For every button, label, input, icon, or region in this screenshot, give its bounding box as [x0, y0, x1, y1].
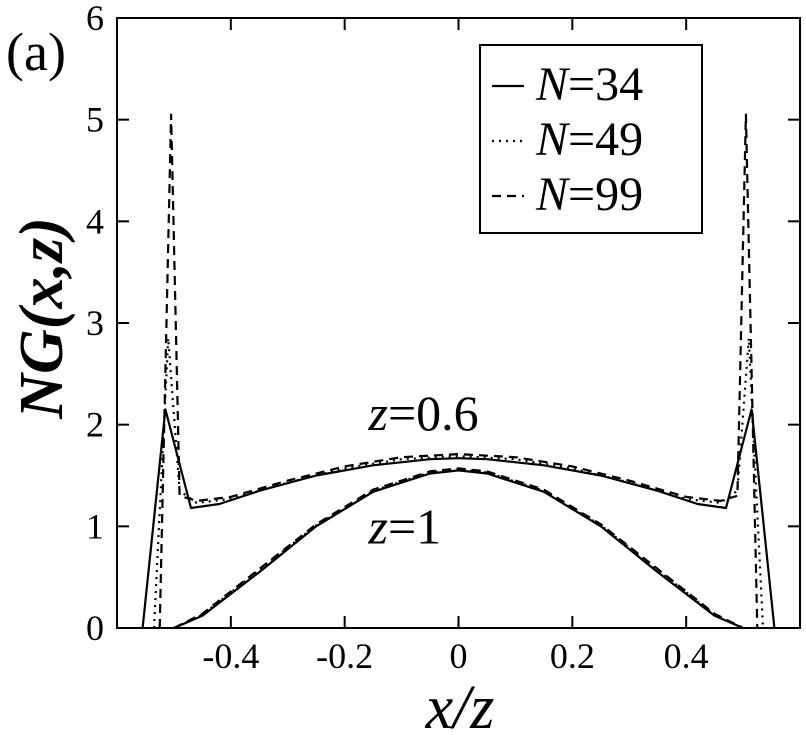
series-line: [173, 469, 744, 630]
legend-label: N=49: [535, 113, 643, 166]
y-tick-label: 1: [86, 506, 104, 546]
legend-label: N=34: [535, 58, 643, 111]
x-tick-label: -0.2: [316, 636, 373, 676]
series-line: [173, 468, 744, 629]
series-group: [141, 113, 776, 630]
x-tick-label: -0.4: [202, 636, 259, 676]
x-axis-title: x/z: [425, 674, 495, 735]
x-tick-label: 0.2: [550, 636, 595, 676]
series-line: [173, 467, 744, 629]
y-tick-label: 4: [86, 201, 104, 241]
curve-annotation: z=0.6: [368, 385, 479, 441]
x-tick-label: 0: [450, 636, 468, 676]
series-line: [141, 408, 776, 629]
y-tick-label: 2: [86, 405, 104, 445]
y-tick-label: 0: [86, 608, 104, 648]
y-tick-label: 5: [86, 100, 104, 140]
curve-annotation: z=1: [368, 499, 442, 555]
legend-label: N=99: [535, 168, 643, 221]
x-tick-label: 0.4: [664, 636, 709, 676]
y-tick-label: 6: [86, 0, 104, 38]
panel-label: (a): [6, 22, 66, 82]
series-line: [158, 113, 759, 629]
annotations: z=0.6 z=1: [368, 385, 479, 555]
y-axis-title: NG(x,z): [8, 217, 76, 419]
series-line: [152, 337, 765, 629]
y-tick-label: 3: [86, 303, 104, 343]
axis-ticks: -0.4 -0.2 0 0.2 0.4 0 1 2 3 4 5 6: [86, 0, 800, 676]
legend-box: [479, 44, 703, 234]
legend: N=34N=49N=99: [479, 44, 703, 234]
